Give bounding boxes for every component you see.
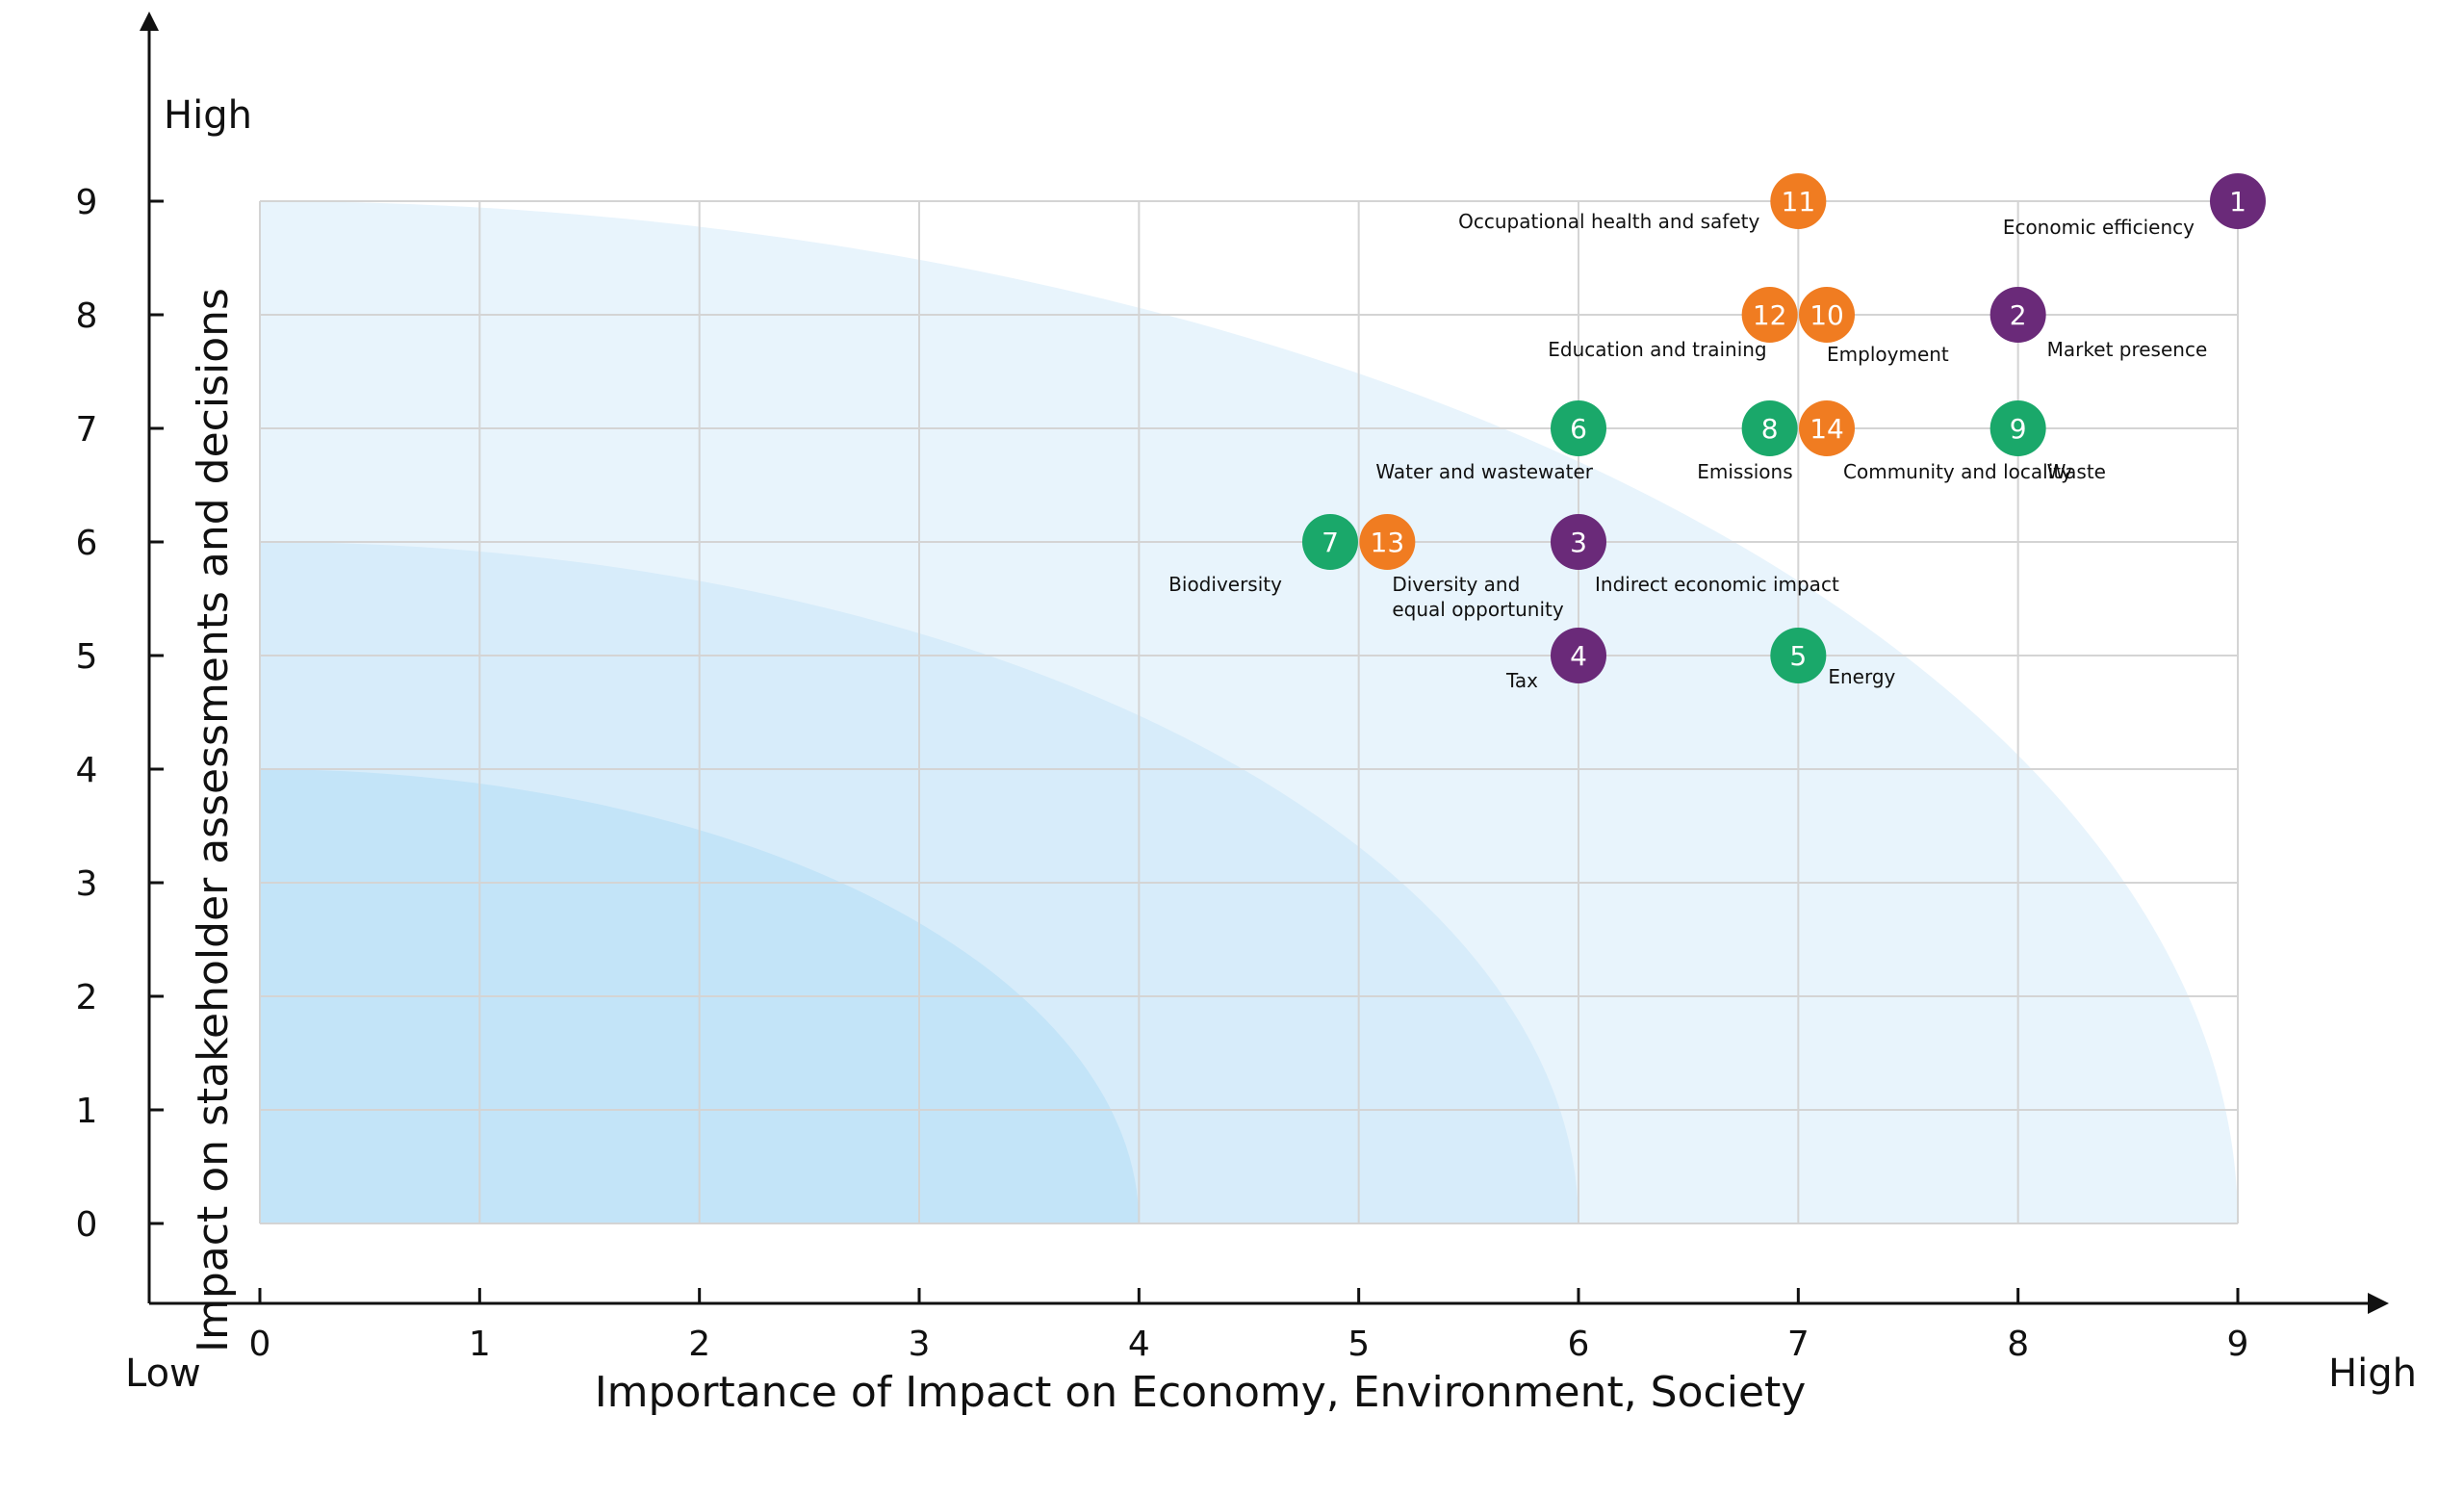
x-tick-label: 1: [469, 1325, 491, 1364]
y-tick-label: 4: [76, 751, 98, 790]
point-number: 3: [1570, 527, 1587, 558]
point-label: Community and locality: [1843, 460, 2072, 483]
x-axis-arrow: [2368, 1293, 2389, 1314]
point-label: Waste: [2047, 460, 2106, 483]
y-ticks: 0 1 2 3 4 5 6 7 8 9: [76, 183, 164, 1245]
y-tick-label: 5: [76, 637, 98, 677]
point-label: Indirect economic impact: [1595, 573, 1839, 596]
point-label: Water and wastewater: [1375, 460, 1593, 483]
point-marker: [1359, 514, 1416, 570]
point-marker: [2210, 173, 2266, 229]
point-number: 11: [1782, 186, 1816, 218]
y-tick-label: 9: [76, 183, 98, 222]
point-marker: [1770, 173, 1827, 229]
point-8: 8 Emissions: [1697, 400, 1798, 483]
point-label: Energy: [1828, 665, 1895, 688]
point-3: 3 Indirect economic impact: [1551, 514, 1839, 596]
point-number: 4: [1570, 640, 1587, 672]
point-5: 5 Energy: [1770, 628, 1896, 688]
data-points: 1 Economic efficiency 2 Market presence 3 Ind…: [1168, 173, 2266, 692]
point-marker: [1741, 287, 1798, 343]
y-tick-label: 8: [76, 296, 98, 336]
point-label: Biodiversity: [1168, 573, 1282, 596]
y-tick-label: 1: [76, 1092, 98, 1131]
point-number: 9: [2010, 413, 2027, 445]
y-tick-label: 2: [76, 978, 98, 1017]
point-number: 2: [2010, 299, 2027, 331]
point-number: 1: [2229, 186, 2246, 218]
point-6: 6 Water and wastewater: [1375, 400, 1606, 483]
point-label: Emissions: [1697, 460, 1792, 483]
point-number: 7: [1322, 527, 1339, 558]
point-9: 9 Waste: [1989, 400, 2106, 483]
x-tick-label: 6: [1568, 1325, 1590, 1364]
point-11: 11 Occupational health and safety: [1458, 173, 1827, 233]
point-marker: [1741, 400, 1798, 456]
point-marker: [1551, 400, 1606, 456]
point-label: Economic efficiency: [2003, 216, 2194, 239]
point-marker: [1770, 628, 1827, 683]
y-high-label: High: [164, 93, 252, 138]
y-tick-label: 6: [76, 524, 98, 563]
point-14: 14 Community and locality: [1799, 400, 2072, 483]
x-high-label: High: [2328, 1351, 2417, 1396]
x-tick-label: 2: [688, 1325, 710, 1364]
point-label: Diversity and equal opportunity: [1392, 573, 1564, 621]
y-axis-arrow: [140, 12, 159, 31]
point-label: Occupational health and safety: [1458, 210, 1759, 233]
axes: [140, 12, 2389, 1314]
point-marker: [1551, 514, 1606, 570]
x-tick-label: 4: [1128, 1325, 1150, 1364]
x-tick-label: 8: [2007, 1325, 2029, 1364]
point-number: 8: [1761, 413, 1779, 445]
point-label: Market presence: [2047, 338, 2208, 361]
point-marker: [1989, 287, 2046, 343]
point-12: 12 Education and training: [1548, 287, 1798, 361]
point-2: 2 Market presence: [1989, 287, 2208, 361]
point-marker: [1301, 514, 1358, 570]
point-number: 12: [1753, 299, 1787, 331]
point-marker: [1551, 628, 1606, 683]
point-number: 13: [1371, 527, 1405, 558]
point-label: Employment: [1827, 343, 1949, 366]
y-tick-label: 3: [76, 864, 98, 904]
point-13: 13 Diversity and equal opportunity: [1359, 514, 1564, 621]
y-tick-label: 0: [76, 1205, 98, 1245]
x-tick-label: 9: [2227, 1325, 2249, 1364]
point-marker: [1799, 287, 1856, 343]
x-tick-label: 0: [249, 1325, 271, 1364]
x-low-label: Low: [125, 1351, 201, 1396]
point-7: 7 Biodiversity: [1168, 514, 1358, 596]
point-10: 10 Employment: [1799, 287, 1949, 366]
point-marker: [1799, 400, 1856, 456]
point-number: 6: [1570, 413, 1587, 445]
x-tick-label: 7: [1787, 1325, 1810, 1364]
x-axis-title: Importance of Impact on Economy, Environ…: [595, 1368, 1807, 1417]
x-ticks: 0 1 2 3 4 5 6 7 8 9: [249, 1288, 2249, 1364]
point-label: Tax: [1505, 669, 1538, 692]
x-tick-label: 5: [1348, 1325, 1370, 1364]
y-tick-label: 7: [76, 410, 98, 450]
y-axis-title: Impact on stakeholder assessments and de…: [189, 288, 238, 1352]
point-1: 1 Economic efficiency: [2003, 173, 2266, 239]
point-number: 14: [1810, 413, 1844, 445]
point-4: 4 Tax: [1505, 628, 1606, 692]
point-marker: [1989, 400, 2046, 456]
grid-lines: [259, 200, 2239, 1224]
point-label: Education and training: [1548, 338, 1766, 361]
point-number: 5: [1789, 640, 1807, 672]
point-number: 10: [1810, 299, 1844, 331]
x-tick-label: 3: [909, 1325, 931, 1364]
